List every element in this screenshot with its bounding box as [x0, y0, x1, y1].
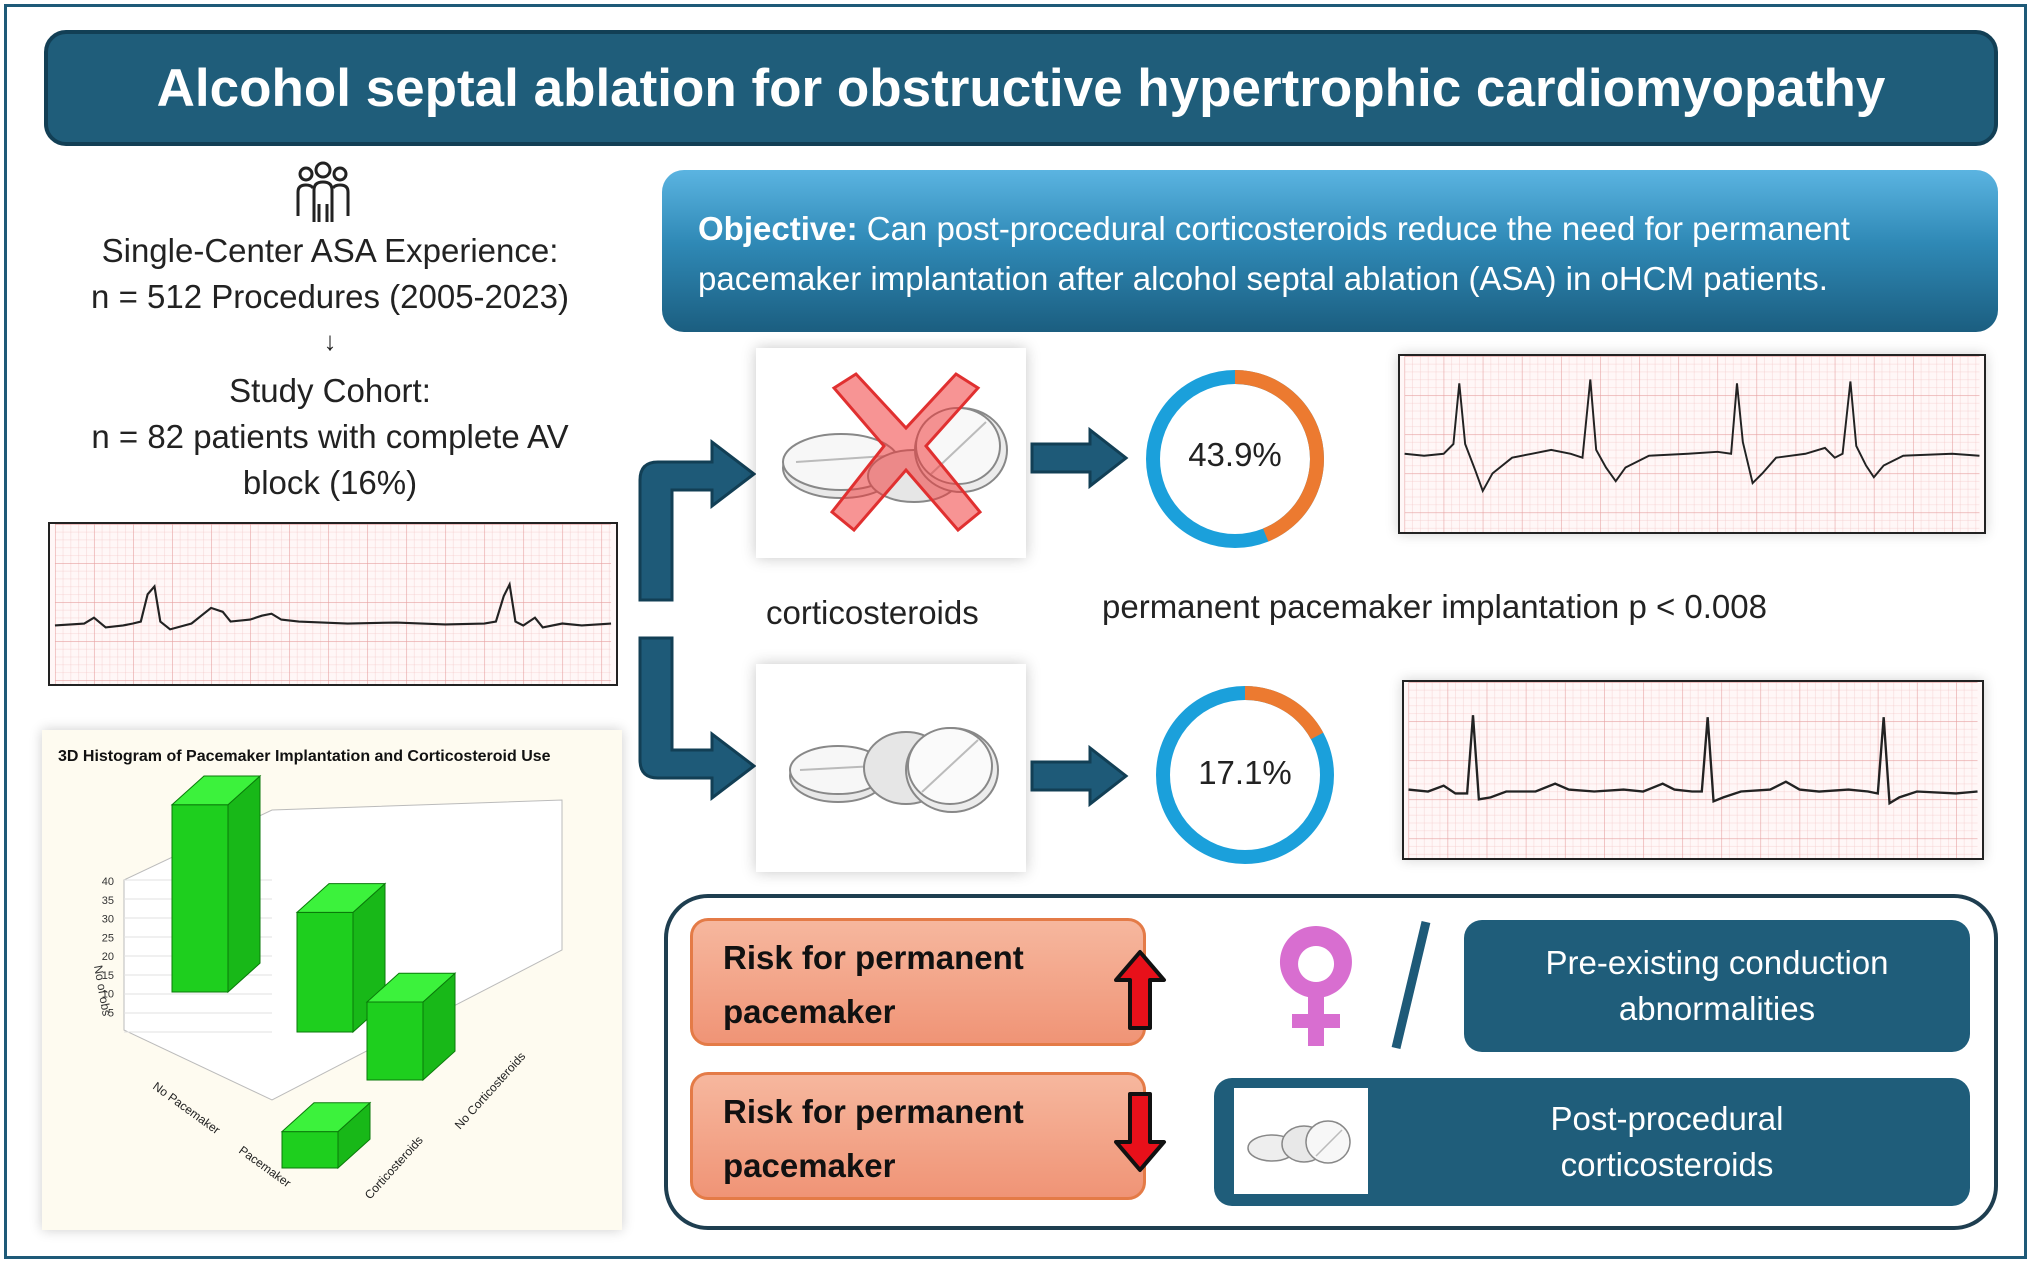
y-tick-label: 25	[102, 932, 114, 944]
donut-without-corticosteroids	[1146, 370, 1324, 548]
conduction-abnormalities-box: Pre-existing conduction abnormalities	[1464, 920, 1970, 1052]
histogram-bar	[280, 1101, 372, 1170]
study-line-4b: block (16%)	[242, 464, 418, 501]
pills-crossed-icon	[782, 372, 1008, 533]
post-procedural-line-2: corticosteroids	[1560, 1146, 1774, 1183]
female-symbol-icon	[1279, 926, 1352, 1046]
arrow-down-icon	[1114, 1092, 1166, 1172]
donut-without-slice	[1234, 370, 1324, 542]
conduction-line-2: abnormalities	[1618, 990, 1816, 1027]
arrow-up-icon	[1114, 950, 1166, 1030]
row-category-label: No Pacemaker	[150, 1079, 222, 1137]
risk-factors-panel	[664, 894, 1998, 1230]
risk-increase-box: Risk for permanent pacemaker	[690, 918, 1146, 1046]
people-group-icon	[296, 161, 350, 222]
study-line-1: Single-Center ASA Experience:	[101, 232, 559, 269]
ecg-paced-rhythm	[1398, 354, 1986, 534]
histogram-bar	[365, 972, 457, 1082]
page-title: Alcohol septal ablation for obstructive …	[44, 30, 1998, 146]
small-pills-icon	[1247, 1120, 1351, 1164]
column-category-label: Corticosteroids	[362, 1133, 426, 1202]
y-tick-label: 30	[102, 914, 114, 926]
y-tick-label: 35	[102, 895, 114, 907]
risk-decrease-label-1: Risk for permanent	[723, 1093, 1024, 1130]
study-line-3: Study Cohort:	[229, 372, 431, 409]
y-tick-label: 40	[102, 876, 114, 888]
objective-box: Objective: Can post-procedural corticost…	[662, 170, 1998, 332]
y-tick-label: 20	[102, 951, 114, 963]
study-line-4a: n = 82 patients with complete AV	[91, 418, 569, 455]
ecg-av-block	[48, 522, 618, 686]
result-label: permanent pacemaker implantation p < 0.0…	[1102, 588, 1767, 625]
arrow-to-result-2	[1030, 744, 1129, 808]
study-arrow: ↓	[323, 326, 337, 356]
conduction-line-1: Pre-existing conduction	[1545, 944, 1889, 981]
histogram-bar	[295, 882, 387, 1034]
ecg-normal-rhythm	[1402, 680, 1984, 860]
separator-slash	[1391, 920, 1431, 1050]
split-flow-arrow	[638, 438, 757, 802]
risk-decrease-box: Risk for permanent pacemaker	[690, 1072, 1146, 1200]
column-category-label: No Corticosteroids	[452, 1049, 528, 1132]
percent-with: 17.1%	[1198, 754, 1292, 791]
objective-label: Objective:	[698, 210, 858, 247]
corticosteroids-label: corticosteroids	[766, 594, 979, 631]
pills-icon	[789, 727, 999, 813]
risk-increase-label-1: Risk for permanent	[723, 939, 1024, 976]
risk-decrease-label-2: pacemaker	[723, 1147, 896, 1184]
histogram-bar	[170, 774, 262, 994]
study-line-2: n = 512 Procedures (2005-2023)	[91, 278, 569, 315]
chart-title: 3D Histogram of Pacemaker Implantation a…	[58, 748, 551, 765]
y-tick-label: 10	[102, 989, 114, 1001]
percent-without: 43.9%	[1188, 436, 1282, 473]
donut-with-corticosteroids	[1156, 686, 1334, 864]
post-procedural-line-1: Post-procedural	[1550, 1100, 1784, 1137]
objective-text: Can post-procedural corticosteroids redu…	[698, 210, 1850, 297]
risk-increase-label-2: pacemaker	[723, 993, 896, 1030]
y-tick-label: 5	[108, 1007, 114, 1019]
y-tick-label: 15	[102, 970, 114, 982]
donut-with-slice	[1244, 686, 1324, 740]
arrow-to-result-1	[1030, 426, 1129, 490]
